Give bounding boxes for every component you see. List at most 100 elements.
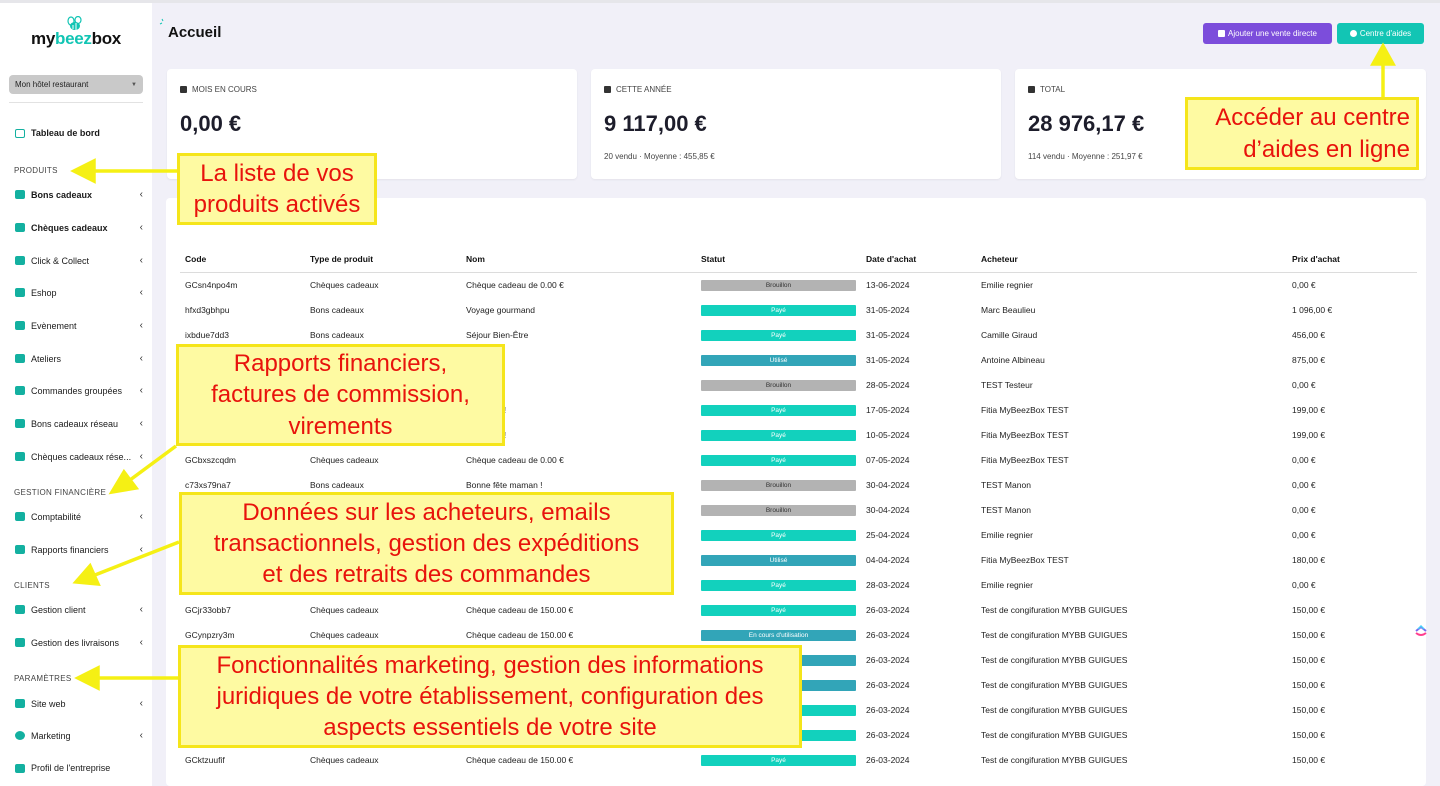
status-badge: Payé [701, 430, 856, 441]
logo[interactable]: mybeezbox [19, 10, 133, 56]
cell-buyer: Test de congifuration MYBB GUIGUES [981, 680, 1128, 690]
column-header-code[interactable]: Code [185, 254, 207, 264]
establishment-select[interactable]: Mon hôtel restaurant ▼ [9, 75, 143, 94]
cell-price: 199,00 € [1292, 405, 1326, 415]
cell-name: Chèque cadeau de 150.00 € [466, 630, 574, 640]
cell-name: Chèque cadeau de 0.00 € [466, 280, 564, 290]
logo-text: mybeezbox [31, 29, 121, 48]
sidebar-item-profil[interactable]: Profil de l'entreprise [15, 763, 143, 773]
cell-date: 28-05-2024 [866, 380, 910, 390]
cell-price: 150,00 € [1292, 680, 1326, 690]
sidebar-item-gestion-client[interactable]: Gestion client ‹ [15, 604, 143, 615]
cell-price: 0,00 € [1292, 530, 1316, 540]
sidebar-item-livraisons[interactable]: Gestion des livraisons ‹ [15, 637, 143, 648]
sidebar-item-bons-reseau[interactable]: Bons cadeaux réseau ‹ [15, 418, 143, 429]
table-row[interactable]: Utilisé 04-04-2024 Fitia MyBeezBox TEST 180… [166, 548, 1426, 573]
chevron-left-icon: ‹ [139, 451, 143, 462]
sidebar: mybeezbox Mon hôtel restaurant ▼ Tableau… [0, 3, 152, 786]
chevron-left-icon: ‹ [139, 255, 143, 266]
sidebar-item-cheques-reseau[interactable]: Chèques cadeaux rése... ‹ [15, 451, 143, 462]
add-direct-sale-button[interactable]: Ajouter une vente directe [1203, 23, 1332, 44]
chevron-left-icon: ‹ [139, 287, 143, 298]
stat-sub: 114 vendu · Moyenne : 251,97 € [1028, 152, 1143, 161]
clickup-icon[interactable] [1413, 621, 1429, 637]
cell-code: c73xs79na7 [185, 480, 231, 490]
table-row[interactable]: c73xs79na7 Bons cadeaux Bonne fête maman !… [166, 473, 1426, 498]
column-header-buyer[interactable]: Acheteur [981, 254, 1018, 264]
sidebar-item-site-web[interactable]: Site web ‹ [15, 698, 143, 709]
annotation-products: La liste de vos produits activés [177, 153, 377, 225]
table-row[interactable]: GCynpzry3m Chèques cadeaux Chèque cadeau d… [166, 623, 1426, 648]
cell-date: 25-04-2024 [866, 530, 910, 540]
cell-price: 875,00 € [1292, 355, 1326, 365]
cell-date: 26-03-2024 [866, 755, 910, 765]
sidebar-item-evenement[interactable]: Evènement ‹ [15, 320, 143, 331]
cell-buyer: Fitia MyBeezBox TEST [981, 430, 1069, 440]
column-header-price[interactable]: Prix d'achat [1292, 254, 1340, 264]
cell-date: 28-03-2024 [866, 580, 910, 590]
network-icon [15, 452, 25, 461]
table-row[interactable]: GCktzuufif Chèques cadeaux Chèque cadeau d… [166, 748, 1426, 773]
help-center-button[interactable]: Centre d'aides [1337, 23, 1424, 44]
table-row[interactable]: Payé 28-03-2024 Emilie regnier 0,00 € [166, 573, 1426, 598]
sidebar-item-bons-cadeaux[interactable]: Bons cadeaux ‹ [15, 189, 143, 200]
table-row[interactable]: GCbxszcqdm Chèques cadeaux Chèque cadeau d… [166, 448, 1426, 473]
cell-date: 30-04-2024 [866, 505, 910, 515]
globe-icon [15, 699, 25, 708]
column-header-name[interactable]: Nom [466, 254, 485, 264]
table-row[interactable]: Brouillon 30-04-2024 TEST Manon 0,00 € [166, 498, 1426, 523]
annotation-clients: Données sur les acheteurs, emails transac… [179, 492, 674, 595]
cell-buyer: Test de congifuration MYBB GUIGUES [981, 730, 1128, 740]
sidebar-item-rapports[interactable]: Rapports financiers ‹ [15, 544, 143, 555]
chevron-down-icon: ▼ [131, 81, 137, 88]
cell-name: Chèque cadeau de 150.00 € [466, 755, 574, 765]
table-row[interactable]: Payé 25-04-2024 Emilie regnier 0,00 € [166, 523, 1426, 548]
cell-buyer: Test de congifuration MYBB GUIGUES [981, 630, 1128, 640]
cell-buyer: Fitia MyBeezBox TEST [981, 555, 1069, 565]
calendar-icon [180, 86, 187, 93]
annotation-help-center: Accéder au centre d’aides en ligne [1185, 97, 1419, 170]
cell-price: 150,00 € [1292, 655, 1326, 665]
cell-type: Bons cadeaux [310, 305, 364, 315]
cell-name: Chèque cadeau de 0.00 € [466, 455, 564, 465]
column-header-date[interactable]: Date d'achat [866, 254, 917, 264]
cell-price: 0,00 € [1292, 505, 1316, 515]
sidebar-item-click-collect[interactable]: Click & Collect ‹ [15, 255, 143, 266]
chevron-left-icon: ‹ [139, 637, 143, 648]
table-row[interactable]: GCjr33obb7 Chèques cadeaux Chèque cadeau d… [166, 598, 1426, 623]
cell-name: Voyage gourmand [466, 305, 535, 315]
cell-code: GCsn4npo4m [185, 280, 238, 290]
calendar-icon [1028, 86, 1035, 93]
status-badge: En cours d'utilisation [701, 630, 856, 641]
status-badge: Utilisé [701, 355, 856, 366]
sidebar-item-commandes-groupees[interactable]: Commandes groupées ‹ [15, 385, 143, 396]
cell-type: Chèques cadeaux [310, 280, 379, 290]
cell-buyer: Camille Giraud [981, 330, 1038, 340]
cell-buyer: Marc Beaulieu [981, 305, 1036, 315]
voucher-icon [15, 223, 25, 232]
sidebar-item-eshop[interactable]: Eshop ‹ [15, 287, 143, 298]
column-header-status[interactable]: Statut [701, 254, 726, 264]
stat-card-year: CETTE ANNÉE 9 117,00 € 20 vendu · Moyenn… [591, 69, 1001, 179]
cell-price: 150,00 € [1292, 705, 1326, 715]
sidebar-item-ateliers[interactable]: Ateliers ‹ [15, 353, 143, 364]
cell-buyer: Test de congifuration MYBB GUIGUES [981, 655, 1128, 665]
cell-date: 31-05-2024 [866, 305, 910, 315]
cell-code: GCktzuufif [185, 755, 225, 765]
bee-icon [67, 16, 82, 30]
sidebar-item-dashboard[interactable]: Tableau de bord [15, 128, 143, 138]
stat-label: TOTAL [1040, 85, 1066, 94]
table-row[interactable]: GCsn4npo4m Chèques cadeaux Chèque cadeau d… [166, 273, 1426, 298]
cell-buyer: TEST Manon [981, 505, 1031, 515]
cell-code: GCjr33obb7 [185, 605, 231, 615]
chevron-left-icon: ‹ [139, 189, 143, 200]
table-row[interactable]: hfxd3gbhpu Bons cadeaux Voyage gourmand Pay… [166, 298, 1426, 323]
status-badge: Payé [701, 405, 856, 416]
cell-date: 26-03-2024 [866, 730, 910, 740]
table-row[interactable]: ixbdue7dd3 Bons cadeaux Séjour Bien-Être Pa… [166, 323, 1426, 348]
sidebar-item-cheques-cadeaux[interactable]: Chèques cadeaux ‹ [15, 222, 143, 233]
sidebar-item-comptabilite[interactable]: Comptabilité ‹ [15, 511, 143, 522]
cell-buyer: Test de congifuration MYBB GUIGUES [981, 755, 1128, 765]
sidebar-item-marketing[interactable]: Marketing ‹ [15, 730, 143, 741]
column-header-type[interactable]: Type de produit [310, 254, 374, 264]
